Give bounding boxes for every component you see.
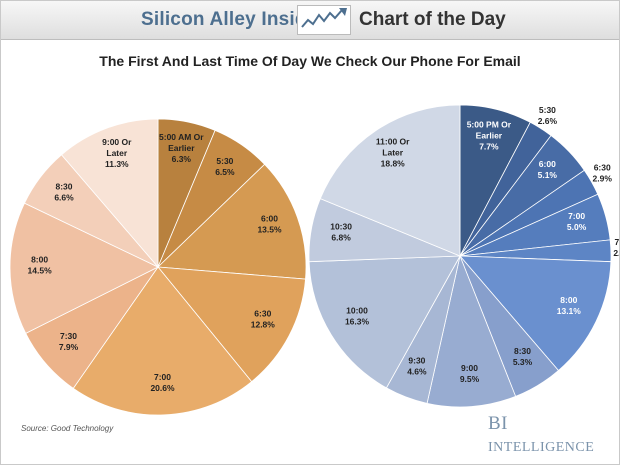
pie1-slice-label-1: 5:30 6.5% xyxy=(215,156,235,177)
brand-name[interactable]: Silicon Alley Insider xyxy=(141,9,326,30)
bi-logo-text: BI xyxy=(488,413,508,434)
pie1-slice-8[interactable] xyxy=(60,118,159,269)
pie2-slice-label-9: 9:30 4.6% xyxy=(407,355,427,376)
pie1-slice-label-2: 6:00 13.5% xyxy=(257,214,282,235)
pie2-slice-6[interactable] xyxy=(459,255,612,372)
pie2-slice-label-5: 7:302.3% xyxy=(613,237,619,258)
pie2-slice-label-11: 10:30 6.8% xyxy=(330,221,352,242)
pie1-slice-label-6: 8:00 14.5% xyxy=(28,255,53,276)
pie1-slice-2[interactable] xyxy=(157,163,307,280)
bi-intelligence-logo: BI Intelligence xyxy=(488,413,619,457)
pie1-slice-label-3: 6:30 12.8% xyxy=(251,309,276,330)
pie2-slice-8[interactable] xyxy=(426,254,517,408)
pie1-slice-label-8: 9:00 Or Later 11.3% xyxy=(102,137,132,169)
pie2-slice-label-4: 7:00 5.0% xyxy=(567,211,587,232)
rising-chart-icon xyxy=(297,5,351,35)
pie2-slice-12[interactable] xyxy=(319,104,461,257)
pie2-slice-label-10: 10:00 16.3% xyxy=(345,306,370,327)
pie2-slice-label-12: 11:00 Or Later 18.8% xyxy=(376,137,410,169)
source-note: Source: Good Technology xyxy=(21,424,114,433)
pie2-slice-label-0: 5:00 PM Or Earlier 7.7% xyxy=(467,120,512,152)
pie1-slice-label-7: 8:30 6.6% xyxy=(54,182,74,203)
pie2-slice-10[interactable] xyxy=(308,255,461,389)
section-title: Chart of the Day xyxy=(359,9,506,30)
pie1-slice-6[interactable] xyxy=(9,202,159,334)
header-bar: Silicon Alley Insider Chart of the Day xyxy=(1,1,619,40)
chart-title: The First And Last Time Of Day We Check … xyxy=(99,53,521,69)
pie2-slice-label-1: 5:30 2.6% xyxy=(538,105,558,126)
intelligence-logo-text: Intelligence xyxy=(488,440,595,455)
pie1-slice-label-0: 5:00 AM Or Earlier 6.3% xyxy=(159,132,204,164)
pie2-slice-label-2: 6:00 5.1% xyxy=(538,159,558,180)
pie1-slice-label-4: 7:00 20.6% xyxy=(150,372,175,393)
pie1-slice-4[interactable] xyxy=(72,266,253,416)
pie2-slice-label-6: 8:00 13.1% xyxy=(557,295,582,316)
pie2-slice-label-7: 8:30 5.3% xyxy=(513,346,533,367)
pie1-slice-3[interactable] xyxy=(157,266,306,383)
pie1-slice-label-5: 7:30 7.9% xyxy=(59,331,79,352)
pie2-slice-label-8: 9:00 9.5% xyxy=(460,363,480,384)
pie2-slice-label-3: 6:30 2.9% xyxy=(593,163,613,184)
